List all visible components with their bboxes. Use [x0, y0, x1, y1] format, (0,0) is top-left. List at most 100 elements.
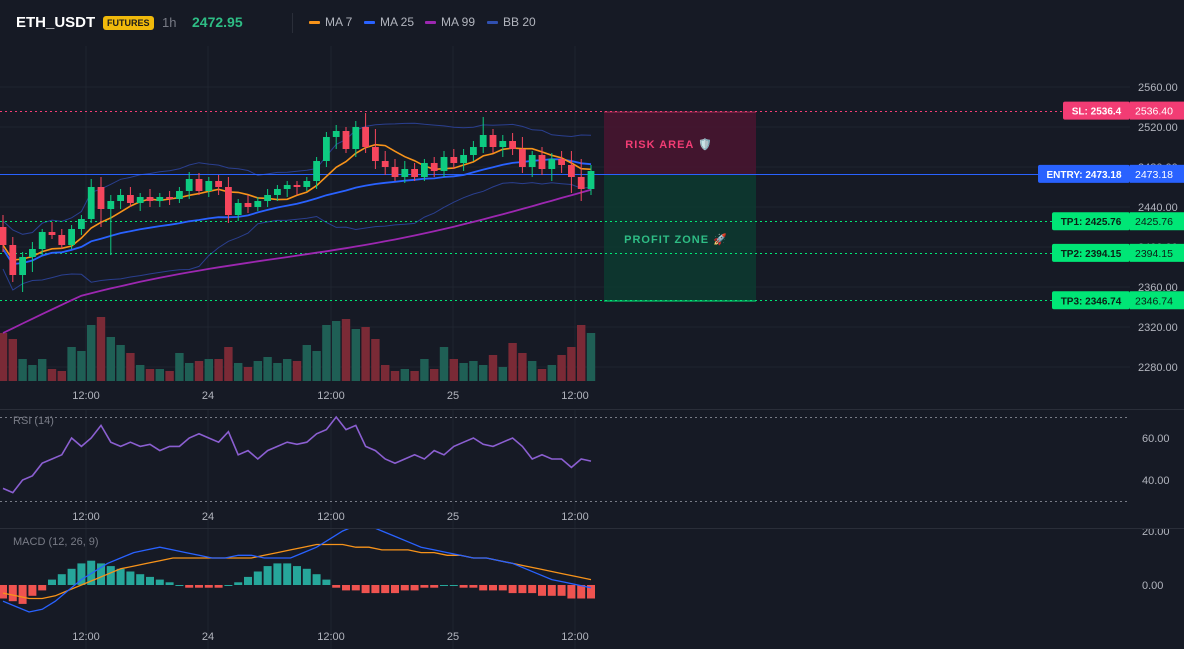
macd-histogram-bar: [410, 585, 419, 591]
macd-histogram-bar: [165, 582, 174, 585]
volume-bar: [204, 359, 213, 381]
pane-divider[interactable]: [0, 409, 1184, 410]
macd-histogram-bar: [18, 585, 27, 604]
macd-histogram-bar: [146, 576, 154, 585]
candle-body: [509, 141, 516, 149]
entry-price-label: 2473.18: [1135, 169, 1173, 181]
macd-axis: 20.00 0.00: [1142, 529, 1170, 592]
candle-body: [117, 195, 124, 201]
macd-histogram-bar: [557, 585, 566, 596]
volume-bar: [96, 317, 106, 381]
volume-bar: [371, 339, 380, 381]
time-axis-label: 24: [202, 511, 214, 523]
rsi-axis-label: 40.00: [1142, 475, 1170, 487]
legend-ma7[interactable]: MA 7: [309, 15, 352, 29]
price-axis-label: 2520.00: [1138, 122, 1178, 134]
legend-label: MA 7: [325, 15, 353, 29]
trade-level-lines: [0, 111, 1130, 301]
time-axis-label: 12:00: [72, 390, 100, 402]
volume-bar: [67, 347, 76, 381]
macd-histogram-bar: [381, 585, 390, 594]
candle-body: [381, 161, 389, 167]
legend-swatch: [309, 20, 320, 24]
macd-histogram-bar: [567, 585, 576, 599]
macd-histogram-bar: [518, 585, 527, 594]
volume-bar: [528, 361, 537, 381]
macd-histogram-bar: [136, 574, 145, 585]
candle-body: [362, 127, 369, 147]
timeframe-label[interactable]: 1h: [162, 15, 177, 30]
candle-body: [38, 232, 46, 249]
moving-averages: [2, 143, 592, 334]
rsi-pane[interactable]: 60.00 40.00 12:00 24 12:00 25 12:00: [0, 410, 1184, 528]
pane-divider[interactable]: [0, 528, 1184, 529]
tp3-price-bg: [1130, 291, 1184, 310]
macd-histogram-bar: [587, 585, 595, 599]
macd-histogram-bar: [479, 585, 488, 591]
macd-line: [2, 529, 592, 613]
macd-histogram-bar: [391, 585, 399, 594]
time-axis[interactable]: 12:00 24 12:00 25 12:00: [72, 390, 589, 402]
candle-body: [587, 171, 595, 189]
candle-body: [78, 219, 85, 229]
risk-area-label: RISK AREA 🛡️: [625, 138, 712, 151]
macd-histogram-bar: [263, 566, 272, 585]
volume-bar: [577, 325, 586, 381]
legend-swatch: [425, 20, 436, 24]
candle-body: [519, 149, 526, 167]
macd-histogram-bar: [0, 585, 7, 599]
volume-bar: [175, 353, 184, 381]
volume-bar: [263, 357, 272, 381]
candle-body: [489, 135, 497, 147]
candle-body: [107, 201, 115, 209]
candle-body: [411, 169, 418, 177]
candle-body: [352, 127, 360, 149]
last-price: 2472.95: [192, 14, 243, 30]
volume-bar: [518, 353, 527, 381]
macd-histogram-bar: [224, 585, 233, 586]
volume-bar: [243, 367, 253, 381]
legend-ma25[interactable]: MA 25: [364, 15, 414, 29]
macd-histogram-bar: [332, 585, 341, 588]
volume-bar: [214, 359, 223, 381]
candle-body: [254, 201, 262, 207]
macd-histogram-bar: [155, 579, 164, 585]
volume-bar: [106, 337, 115, 381]
volume-bar: [547, 365, 556, 381]
candle-body: [528, 155, 536, 167]
volume-bar: [18, 359, 27, 381]
volume-bar: [459, 363, 468, 381]
time-axis-label: 25: [447, 511, 459, 523]
tp3-tag-bg: [1052, 291, 1130, 310]
rsi-grid: [0, 410, 1130, 528]
macd-pane[interactable]: 20.00 0.00 12:00 24 12:00 25 12:00: [0, 529, 1184, 649]
bb-lower-band: [2, 182, 592, 291]
symbol-name[interactable]: ETH_USDT: [16, 14, 96, 31]
tp2-tag-bg: [1052, 243, 1130, 262]
time-axis-label: 24: [202, 390, 214, 402]
price-chart-pane[interactable]: RISK AREA 🛡️ PROFIT ZONE 🚀 2560.00 2520.0…: [0, 46, 1184, 410]
candle-body: [225, 187, 232, 215]
candle-body: [176, 191, 183, 199]
entry-tag-label: ENTRY: 2473.18: [1046, 170, 1121, 181]
volume-bar: [185, 363, 194, 381]
legend-bb20[interactable]: BB 20: [487, 15, 536, 29]
candle-body: [323, 137, 330, 161]
sl-tag-label: SL: 2536.4: [1072, 107, 1122, 118]
legend-ma99[interactable]: MA 99: [425, 15, 475, 29]
macd-histogram-bar: [214, 585, 223, 588]
macd-histogram-bar: [371, 585, 380, 594]
volume-bar: [341, 319, 351, 381]
volume-bar: [508, 343, 517, 381]
time-axis-label: 12:00: [72, 511, 100, 523]
price-axis-label: 2440.00: [1138, 202, 1178, 214]
macd-histogram-bar: [48, 579, 56, 585]
candle-body: [342, 131, 350, 149]
volume-bar: [400, 369, 409, 381]
candle-body: [97, 187, 105, 209]
legend-label: MA 25: [380, 15, 415, 29]
candle-body: [303, 181, 311, 187]
volume-bar: [253, 361, 262, 381]
macd-histogram-bar: [28, 585, 37, 596]
legend-swatch: [487, 20, 498, 24]
